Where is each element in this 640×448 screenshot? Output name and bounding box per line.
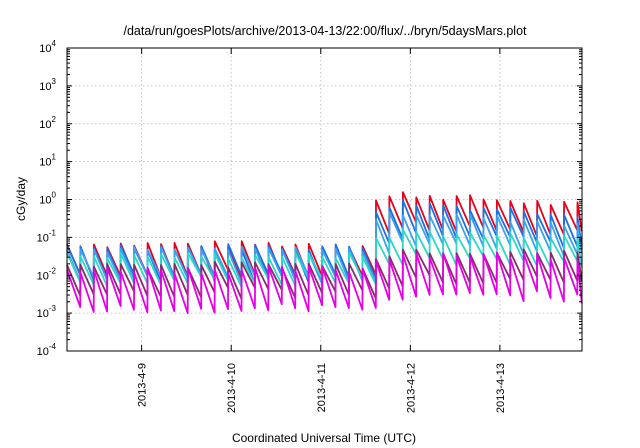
x-tick-label: 2013-4-11	[316, 363, 328, 412]
series-group	[66, 191, 583, 315]
y-tick-label: 10-3	[37, 304, 57, 320]
x-tick-label: 2013-4-13	[495, 363, 507, 413]
y-axis-label: cGy/day	[14, 177, 28, 221]
y-tick-label: 101	[39, 153, 56, 169]
y-axis: 10-4 10-3 10-2 10-1 100 101 102 103 104	[37, 39, 582, 358]
y-tick-label: 100	[39, 191, 56, 207]
x-axis-label: Coordinated Universal Time (UTC)	[232, 431, 416, 445]
x-axis: 2013-4-9 2013-4-10 2013-4-11 2013-4-12 2013-…	[137, 48, 507, 413]
chart-title: /data/run/goesPlots/archive/2013-04-13/2…	[123, 24, 527, 38]
series-line-4	[66, 228, 583, 288]
y-tick-label: 104	[39, 39, 56, 55]
x-tick-label: 2013-4-9	[137, 363, 149, 407]
y-tick-label: 10-4	[37, 342, 57, 358]
y-tick-label: 103	[39, 77, 56, 93]
series-line-6	[66, 251, 583, 315]
x-tick-label: 2013-4-12	[405, 363, 417, 413]
y-tick-label: 10-2	[37, 266, 57, 282]
x-tick-label: 2013-4-10	[226, 363, 238, 413]
series-line-3	[66, 211, 583, 285]
y-tick-label: 102	[39, 115, 56, 131]
series-line-2	[66, 199, 583, 285]
y-tick-label: 10-1	[37, 228, 57, 244]
